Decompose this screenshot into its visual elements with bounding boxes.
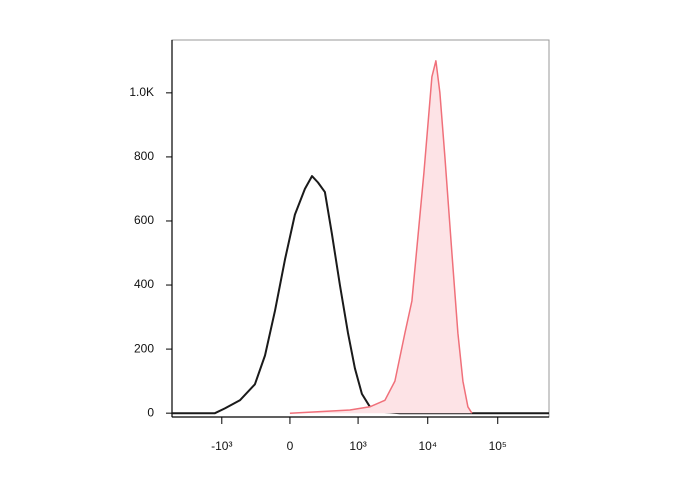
y-tick-label: 600 [134,213,154,227]
histogram-line [289,60,473,414]
x-tick-label: 10⁵ [489,439,507,453]
x-tick-label: 10³ [349,439,366,453]
y-tick-label: 1.0K [129,85,154,99]
y-tick-label: 200 [134,341,154,355]
y-tick-label: 400 [134,277,154,291]
x-tick-label: 0 [287,439,294,453]
x-tick-label: 10⁴ [418,439,437,453]
x-tick-label: -10³ [211,439,232,453]
histogram-line [172,175,549,415]
y-tick-label: 0 [147,405,154,419]
y-tick-label: 800 [134,149,154,163]
plot-frame [171,39,550,418]
histogram-area [289,60,472,414]
